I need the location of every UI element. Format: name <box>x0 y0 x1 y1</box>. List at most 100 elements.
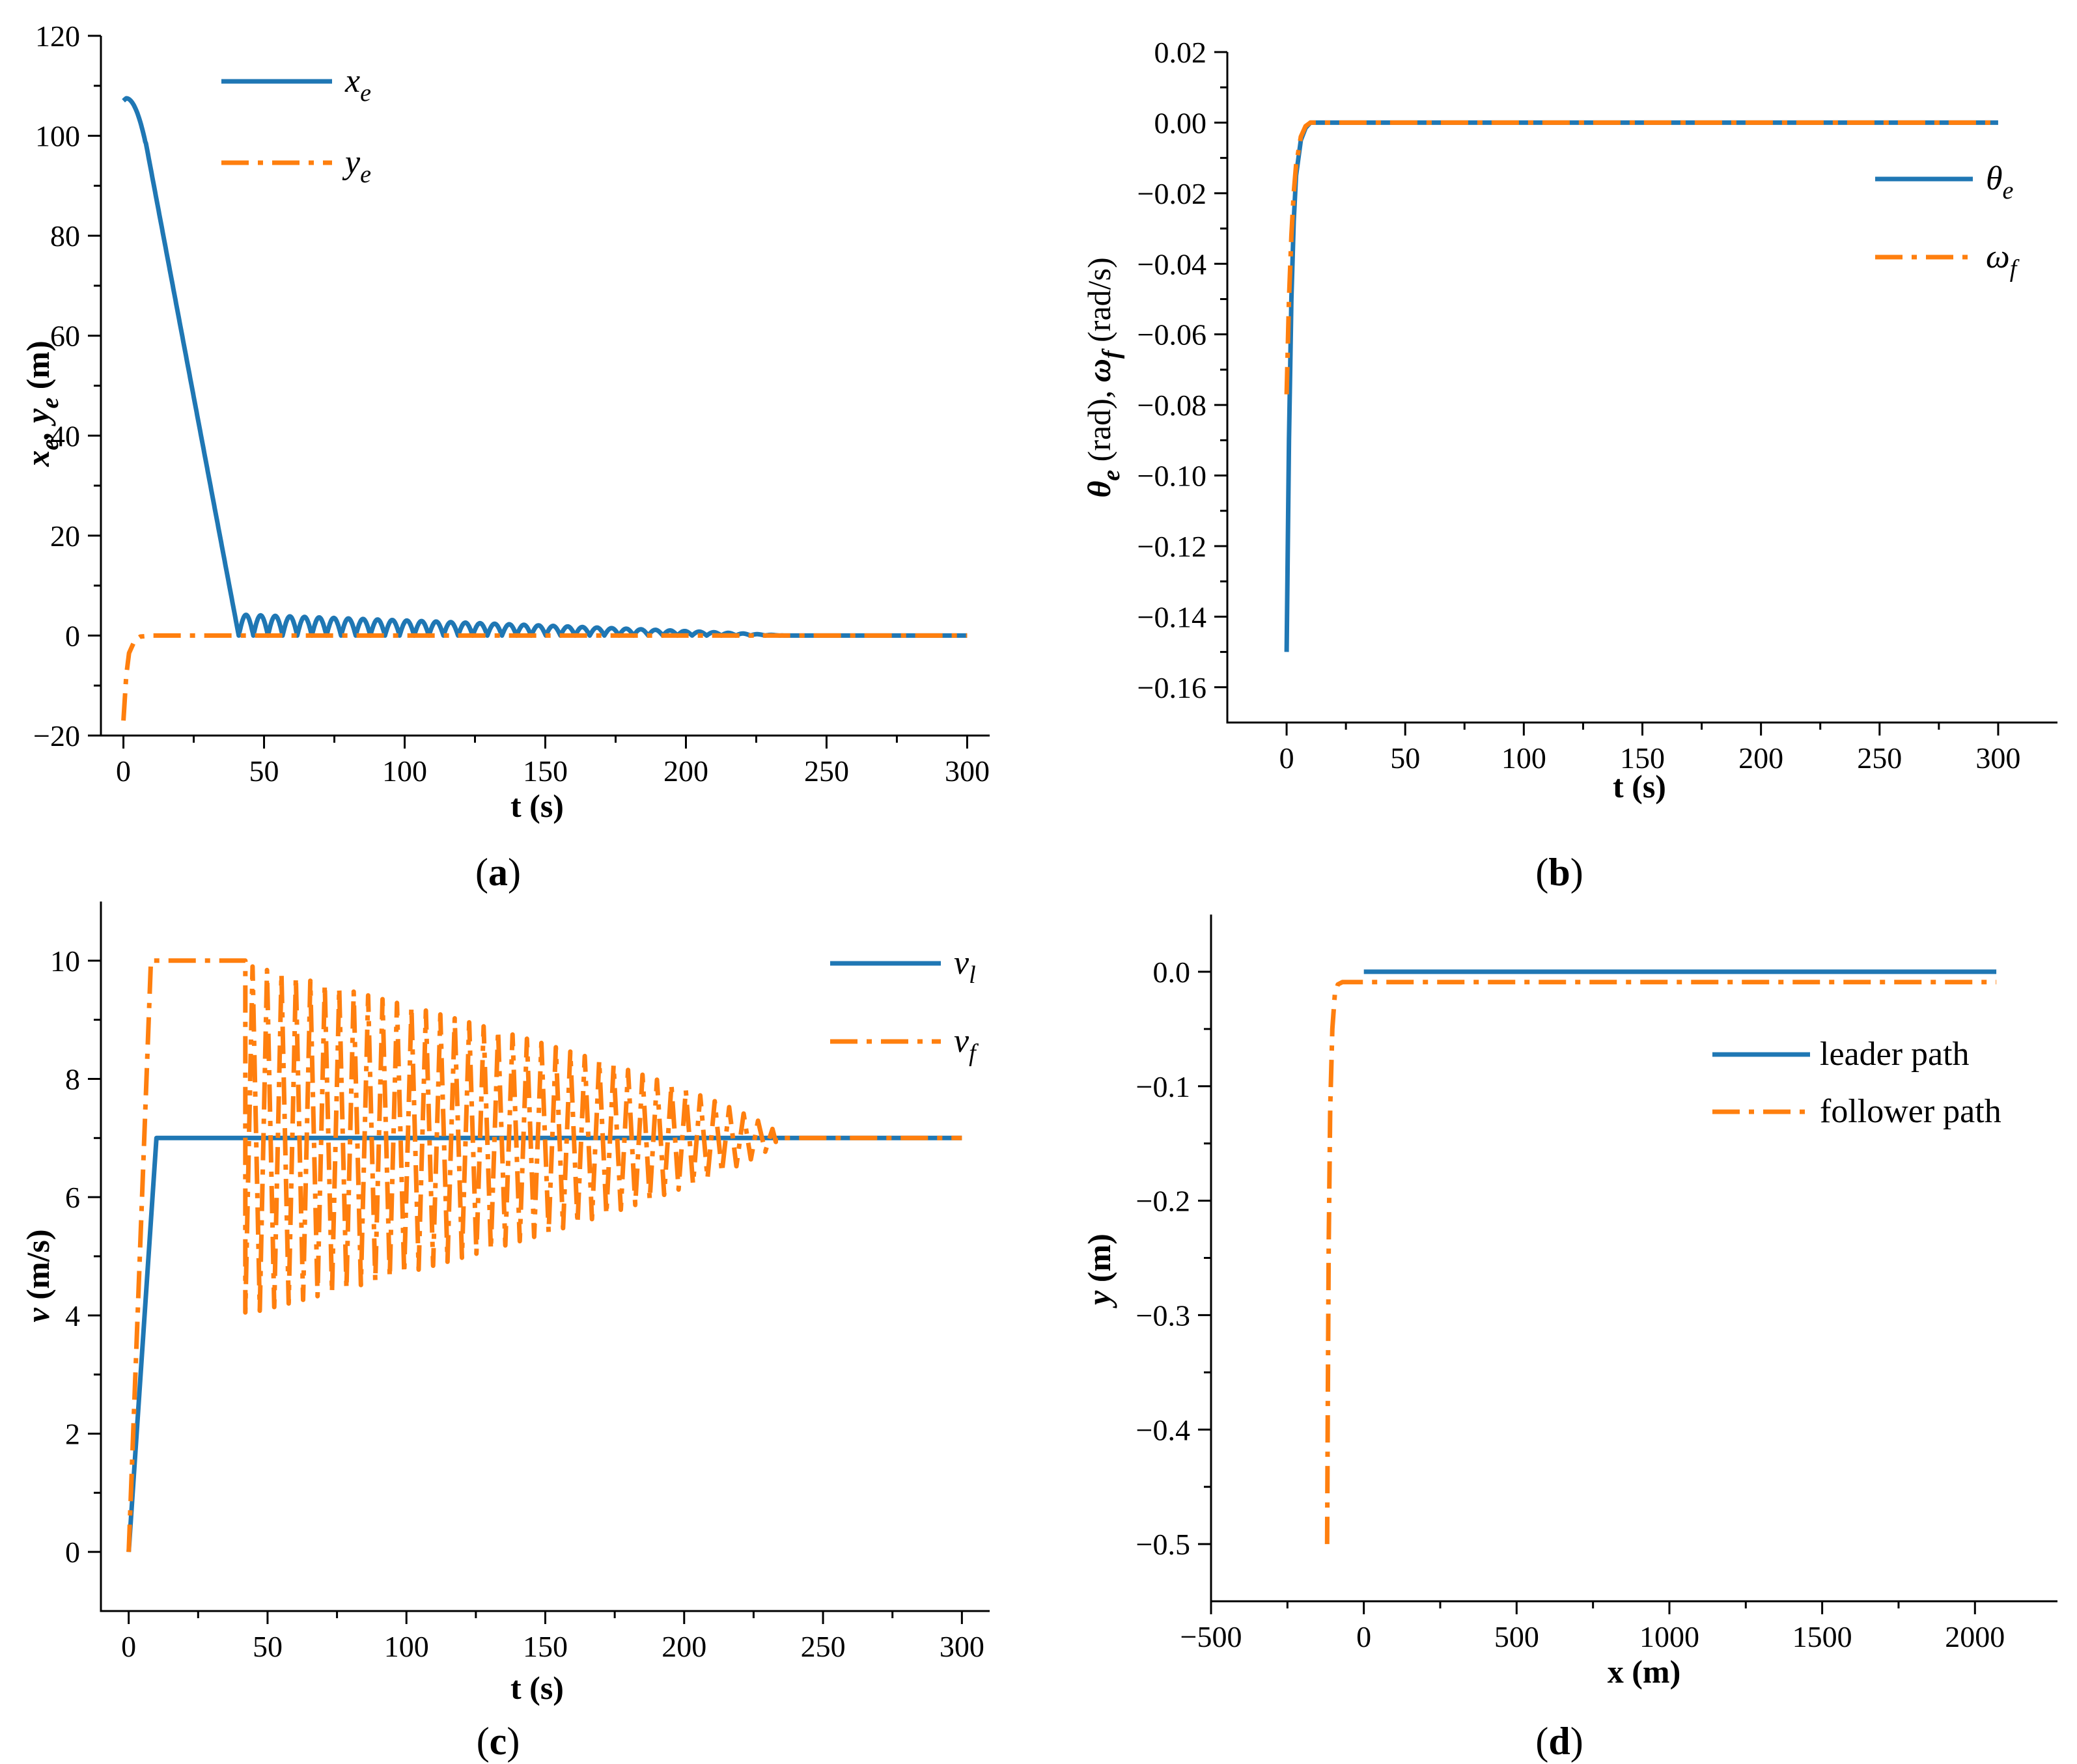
panel-b: 0 50 100 150 200 250 300 −0.16 −0.14 −0.12 −0.10 −0… <box>1081 36 2057 894</box>
y-tick-label-b: −0.06 <box>1137 318 1206 351</box>
panel-a-legend: xe ye <box>221 62 371 188</box>
y-tick-label-c: 8 <box>65 1063 80 1096</box>
x-tick-label-c: 100 <box>384 1630 429 1663</box>
panel-c-lines <box>126 958 962 1552</box>
panel-a-lines <box>121 96 969 721</box>
legend-label-a-1: xe <box>344 62 371 107</box>
panel-d-xlabel: x (m) <box>1608 1653 1680 1690</box>
x-tick-label-b: 0 <box>1279 741 1294 775</box>
x-tick-label-d: 0 <box>1356 1620 1371 1653</box>
panel-d: −500 0 500 1000 1500 2000 −0.5 −0.4 −0.3 −0.2 −0.1… <box>1081 915 2057 1763</box>
y-tick-label-b: −0.08 <box>1137 389 1206 422</box>
x-tick-label-c: 0 <box>121 1630 136 1663</box>
x-tick-label-b: 100 <box>1501 741 1546 775</box>
x-tick-label-a: 0 <box>116 754 131 788</box>
y-tick-label-b: −0.14 <box>1137 600 1206 633</box>
series-line-d-2 <box>1324 980 1997 1545</box>
panel-a-axes: 0 50 100 150 200 250 300 −20 0 20 40 60 80 100 120 <box>33 20 990 788</box>
y-tick-label-a: 20 <box>50 519 80 553</box>
x-tick-label-c: 300 <box>940 1630 984 1663</box>
x-tick-label-c: 150 <box>523 1630 568 1663</box>
y-tick-label-a: −20 <box>33 719 80 752</box>
panel-d-legend: leader path follower path <box>1712 1036 2001 1130</box>
x-tick-label-c: 200 <box>662 1630 706 1663</box>
x-tick-label-d: 2000 <box>1945 1620 2005 1653</box>
legend-label-b-2: ωf <box>1986 238 2020 283</box>
y-tick-label-d: −0.2 <box>1136 1185 1190 1218</box>
x-tick-label-b: 200 <box>1738 741 1783 775</box>
x-tick-label-d: 1500 <box>1792 1620 1852 1653</box>
y-tick-label-d: −0.5 <box>1136 1528 1190 1561</box>
panel-a: 0 50 100 150 200 250 300 −20 0 20 40 60 80 100 120 t (… <box>20 20 990 894</box>
y-tick-label-a: 0 <box>65 619 80 652</box>
panel-b-label: (b) <box>1535 851 1583 894</box>
panel-d-label: (d) <box>1535 1720 1583 1763</box>
x-tick-label-c: 250 <box>801 1630 846 1663</box>
panel-b-axes: 0 50 100 150 200 250 300 −0.16 −0.14 −0.12 −0.10 −0… <box>1137 36 2057 775</box>
legend-label-c-1: vl <box>954 944 976 989</box>
x-tick-label-a: 100 <box>382 754 427 788</box>
panel-a-label: (a) <box>475 851 521 894</box>
axis-lines-d <box>1210 915 2057 1603</box>
x-tick-label-a: 50 <box>249 754 279 788</box>
series-line-b-2 <box>1284 120 1998 394</box>
x-tick-label-c: 50 <box>253 1630 283 1663</box>
y-tick-label-c: 2 <box>65 1418 80 1451</box>
legend-label-d-1: leader path <box>1820 1036 1970 1073</box>
legend-label-b-1: θe <box>1986 160 2014 204</box>
panel-d-lines <box>1324 969 1997 1545</box>
y-tick-label-b: 0.00 <box>1154 106 1207 139</box>
y-tick-label-b: 0.02 <box>1154 36 1207 69</box>
panel-a-ylabel: xe, ye (m) <box>20 340 64 467</box>
x-tick-label-b: 300 <box>1975 741 2020 775</box>
y-tick-label-b: −0.10 <box>1137 460 1206 493</box>
y-tick-label-a: 120 <box>35 20 80 53</box>
panel-b-label-letter: b <box>1548 851 1570 894</box>
y-tick-label-c: 4 <box>65 1299 80 1332</box>
y-tick-label-d: −0.4 <box>1136 1413 1190 1446</box>
x-tick-label-d: 1000 <box>1639 1620 1699 1653</box>
panel-c-ylabel: v (m/s) <box>20 1229 56 1322</box>
x-tick-label-d: −500 <box>1180 1620 1242 1653</box>
panel-d-axes: −500 0 500 1000 1500 2000 −0.5 −0.4 −0.3 −0.2 −0.1… <box>1136 915 2057 1653</box>
y-tick-label-b: −0.12 <box>1137 530 1206 563</box>
y-tick-label-a: 60 <box>50 320 80 353</box>
x-tick-label-b: 250 <box>1857 741 1902 775</box>
panel-c-label: (c) <box>477 1720 520 1763</box>
x-tick-label-a: 200 <box>663 754 708 788</box>
panel-b-xlabel: t (s) <box>1613 768 1666 805</box>
legend-label-d-2: follower path <box>1820 1093 2001 1130</box>
x-tick-label-d: 500 <box>1494 1620 1539 1653</box>
x-tick-label-b: 150 <box>1620 741 1665 775</box>
panel-b-legend: θe ωf <box>1875 160 2020 283</box>
y-tick-label-a: 80 <box>50 219 80 253</box>
panel-c-axes: 0 50 100 150 200 250 300 0 2 4 6 8 10 <box>50 902 990 1663</box>
panel-a-xlabel: t (s) <box>510 788 564 824</box>
series-line-c-1 <box>126 1135 962 1552</box>
panel-c-legend: vl vf <box>830 944 979 1067</box>
axis-lines-b <box>1226 52 2057 724</box>
series-line-a-1 <box>122 96 969 638</box>
legend-label-a-2: ye <box>342 144 371 188</box>
y-tick-label-d: −0.3 <box>1136 1299 1190 1332</box>
series-line-c-2 <box>126 958 962 1552</box>
y-tick-label-a: 100 <box>35 120 80 153</box>
axis-lines-c <box>100 902 990 1612</box>
y-tick-label-c: 10 <box>50 944 80 978</box>
legend-label-c-2: vf <box>954 1023 979 1067</box>
x-tick-label-a: 250 <box>804 754 849 788</box>
series-line-a-2 <box>121 633 968 721</box>
panel-c-label-letter: c <box>490 1720 507 1763</box>
y-tick-label-d: 0.0 <box>1153 956 1191 989</box>
y-tick-label-b: −0.16 <box>1137 671 1206 704</box>
series-line-b-1 <box>1284 120 1998 652</box>
y-tick-label-c: 0 <box>65 1536 80 1569</box>
panel-d-label-letter: d <box>1548 1720 1570 1763</box>
y-tick-label-c: 6 <box>65 1181 80 1214</box>
panel-a-label-letter: a <box>488 851 508 894</box>
x-tick-label-a: 150 <box>523 754 568 788</box>
y-tick-label-a: 40 <box>50 419 80 452</box>
panel-c-xlabel: t (s) <box>510 1670 564 1706</box>
